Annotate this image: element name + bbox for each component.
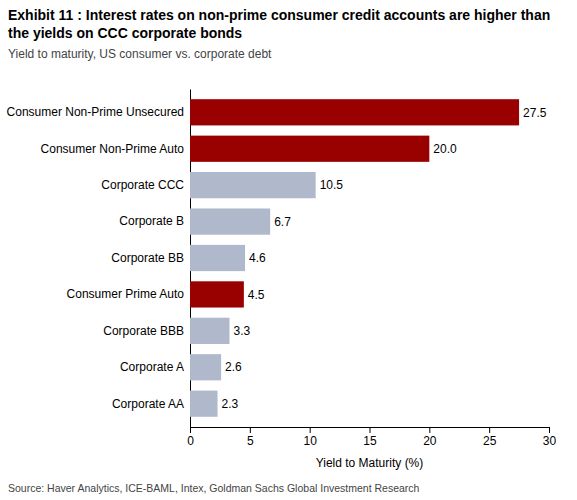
bar [190,136,429,162]
bars [190,99,519,417]
x-tick-mark [190,427,191,433]
x-tick-label: 0 [187,434,194,448]
x-tick: 20 [423,427,437,448]
data-label: 6.7 [274,215,291,229]
x-tick-mark [429,427,430,433]
x-tick-mark [489,427,490,433]
bar [190,281,244,307]
bar [190,354,221,380]
x-tick: 30 [543,427,557,448]
x-axis-title: Yield to Maturity (%) [316,456,424,470]
y-tick-label: Corporate B [119,214,184,228]
bar [190,245,245,271]
y-axis: Consumer Non-Prime Unsecured Consumer Non… [7,90,191,428]
y-tick: Corporate AA [112,397,184,411]
data-label: 27.5 [523,106,547,120]
y-tick-label: Corporate A [120,360,184,374]
y-tick: Corporate BB [111,251,184,265]
y-tick-label: Corporate BBB [103,324,184,338]
plot: 0 5 10 15 20 25 30 Consumer Non-Prime Unsecured… [7,90,557,448]
bar [190,318,229,344]
x-axis-line [191,428,550,434]
title-line: the yields on CCC corporate bonds [8,25,242,41]
data-label: 10.5 [320,178,344,192]
x-tick-label: 15 [363,434,377,448]
subtitle-line: Yield to maturity, US consumer vs. corpo… [8,47,272,61]
data-label: 2.6 [225,360,242,374]
chart: Exhibit 11 : Interest rates on non-prime… [0,0,577,500]
x-tick: 0 [187,427,194,448]
y-tick-label: Consumer Prime Auto [67,287,185,301]
data-labels: 27.5 20.0 10.5 6.7 4.6 4.5 3.3 2.6 2.3 [222,106,547,411]
y-tick-label: Corporate AA [112,397,184,411]
y-tick-label: Corporate CCC [101,178,184,192]
source: Source: Haver Analytics, ICE-BAML, Intex… [8,482,420,494]
subtitle: Yield to maturity, US consumer vs. corpo… [8,47,272,61]
title-line: Exhibit 11 : Interest rates on non-prime… [8,7,550,23]
data-label: 4.6 [249,251,266,265]
x-tick-label: 30 [543,434,557,448]
data-label: 20.0 [433,142,457,156]
x-tick-mark [549,427,550,433]
y-tick-label: Consumer Non-Prime Unsecured [7,105,184,119]
y-tick-label: Consumer Non-Prime Auto [41,142,185,156]
x-tick: 5 [247,427,254,448]
data-label: 4.5 [248,288,265,302]
x-tick-mark [250,427,251,433]
bar [190,172,316,198]
x-tick: 25 [483,427,497,448]
y-tick: Consumer Non-Prime Unsecured [7,105,184,119]
x-tick-mark [310,427,311,433]
y-tick: Consumer Prime Auto [67,287,185,301]
bar [190,391,218,417]
title: Exhibit 11 : Interest rates on non-prime… [8,7,550,41]
bar [190,208,270,234]
y-tick: Corporate BBB [103,324,184,338]
source-line: Source: Haver Analytics, ICE-BAML, Intex… [8,482,420,494]
y-tick: Corporate CCC [101,178,184,192]
bar [190,99,519,125]
y-tick: Consumer Non-Prime Auto [41,142,185,156]
y-tick: Corporate B [119,214,184,228]
data-label: 2.3 [222,397,239,411]
x-tick-label: 10 [303,434,317,448]
y-tick-label: Corporate BB [111,251,184,265]
x-tick-label: 20 [423,434,437,448]
x-tick-label: 5 [247,434,254,448]
x-tick: 10 [303,427,317,448]
x-tick-mark [370,427,371,433]
x-tick: 15 [363,427,377,448]
x-axis: 0 5 10 15 20 25 30 [187,427,556,448]
data-label: 3.3 [233,324,250,338]
y-tick: Corporate A [120,360,184,374]
x-tick-label: 25 [483,434,497,448]
